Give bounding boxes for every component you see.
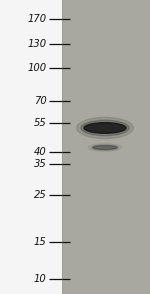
- Ellipse shape: [77, 117, 133, 139]
- Text: 70: 70: [34, 96, 46, 106]
- Text: 15: 15: [34, 237, 46, 247]
- Text: 130: 130: [27, 39, 46, 49]
- Text: 40: 40: [34, 147, 46, 157]
- Text: 100: 100: [27, 63, 46, 73]
- Text: 170: 170: [27, 14, 46, 24]
- Bar: [0, 0, 62, 294]
- Bar: [62, 0, 150, 294]
- Text: 10: 10: [34, 274, 46, 284]
- Ellipse shape: [88, 143, 122, 151]
- Ellipse shape: [93, 146, 117, 150]
- Text: 35: 35: [34, 159, 46, 169]
- Text: 25: 25: [34, 190, 46, 200]
- Text: 55: 55: [34, 118, 46, 128]
- Ellipse shape: [92, 145, 118, 150]
- Ellipse shape: [81, 120, 129, 136]
- Ellipse shape: [84, 123, 126, 133]
